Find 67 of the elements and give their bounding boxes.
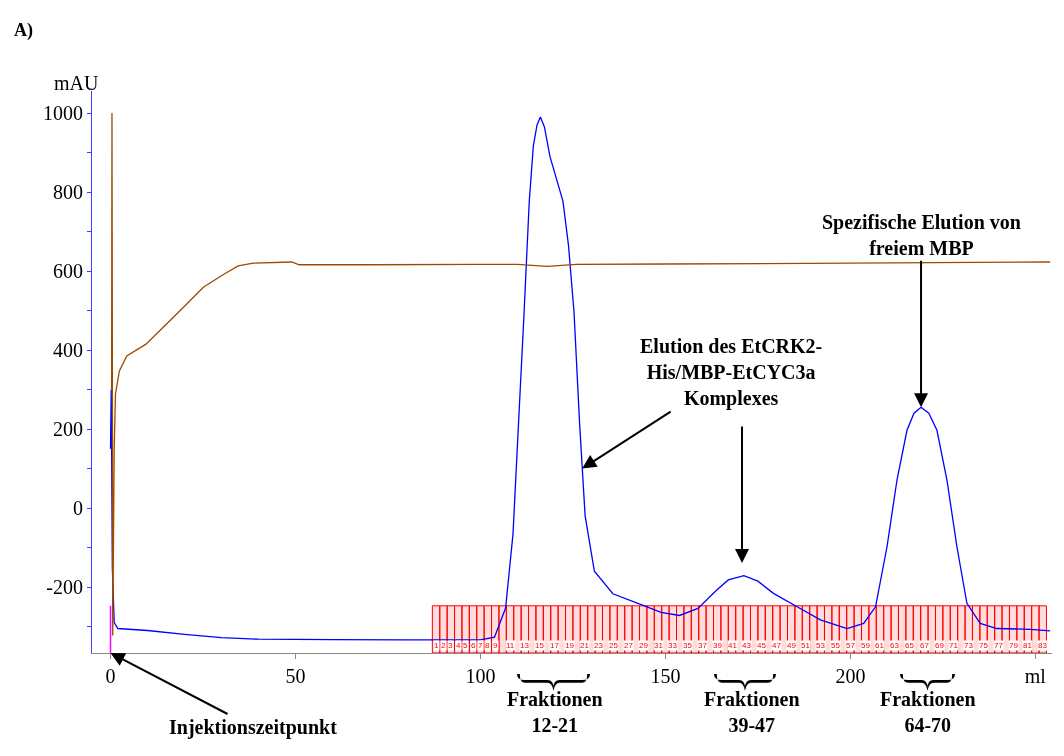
annotation: Spezifische Elution von freiem MBP <box>822 211 1021 259</box>
y-axis-title: mAU <box>54 72 99 94</box>
band-label: 8 <box>485 641 490 650</box>
band-label: 83 <box>1038 641 1048 650</box>
band-label: 1 <box>434 641 439 650</box>
band-label: 33 <box>668 641 678 650</box>
text: Fraktionen 12-21 <box>507 688 603 736</box>
y-tick-label: 0 <box>73 497 83 520</box>
band-label: 57 <box>846 641 856 650</box>
band-label: 25 <box>609 641 619 650</box>
x-tick-label: ml <box>1024 665 1047 687</box>
band-label: 31 <box>654 641 664 650</box>
band-label: 53 <box>816 641 826 650</box>
band-label: 17 <box>550 641 560 650</box>
band-label: 71 <box>949 641 959 650</box>
x-tick-label: 200 <box>835 665 866 687</box>
annotation: Elution des EtCRK2- His/MBP-EtCYC3a Komplexes <box>640 335 823 410</box>
x-tick-label: 0 <box>105 665 116 687</box>
band-label: 81 <box>1023 641 1033 650</box>
band-label: 7 <box>478 641 483 650</box>
band-label: 67 <box>920 641 930 650</box>
band-label: 59 <box>861 641 871 650</box>
band-label: 6 <box>471 641 476 650</box>
band-label: 75 <box>979 641 989 650</box>
text: Fraktionen 64-70 <box>880 688 976 736</box>
band-label: 55 <box>831 641 841 650</box>
band-label: 73 <box>964 641 974 650</box>
band-label: 35 <box>683 641 693 650</box>
y-tick-label: 600 <box>53 260 83 283</box>
band-label: 19 <box>565 641 575 650</box>
band-label: 45 <box>757 641 767 650</box>
band-label: 23 <box>594 641 604 650</box>
band-label: 4 <box>456 641 461 650</box>
band-label: 39 <box>713 641 723 650</box>
band-label: 27 <box>624 641 634 650</box>
y-tick-label: 200 <box>53 418 83 441</box>
band-label: 69 <box>935 641 945 650</box>
band-label: 9 <box>493 641 498 650</box>
band-label: 43 <box>742 641 752 650</box>
band-label: 29 <box>639 641 649 650</box>
band-label: 41 <box>728 641 738 650</box>
band-label: 11 <box>506 641 515 650</box>
y-tick-label: -200 <box>46 576 83 599</box>
annotation: Injektionszeitpunkt <box>169 716 338 739</box>
x-tick-label: 50 <box>285 665 306 687</box>
x-tick-label: 150 <box>650 665 681 687</box>
band-label: 5 <box>463 641 468 650</box>
y-tick-label: 800 <box>53 181 83 204</box>
band-label: 3 <box>448 641 453 650</box>
text: A) <box>14 20 33 41</box>
band-label: 13 <box>520 641 530 650</box>
band-label: 61 <box>875 641 885 650</box>
band-label: 63 <box>890 641 900 650</box>
band-label: 77 <box>994 641 1004 650</box>
band-label: 37 <box>698 641 708 650</box>
band-label: 79 <box>1009 641 1019 650</box>
y-tick-label: 400 <box>53 339 83 362</box>
band-label: 15 <box>535 641 545 650</box>
band-label: 51 <box>801 641 811 650</box>
x-tick-label: 100 <box>465 665 496 687</box>
band-label: 21 <box>580 641 590 650</box>
text: Fraktionen 39-47 <box>704 688 800 736</box>
band-label: 2 <box>441 641 446 650</box>
band-label: 65 <box>905 641 915 650</box>
y-tick-label: 1000 <box>43 102 83 125</box>
band-label: 47 <box>772 641 782 650</box>
band-label: 49 <box>787 641 797 650</box>
